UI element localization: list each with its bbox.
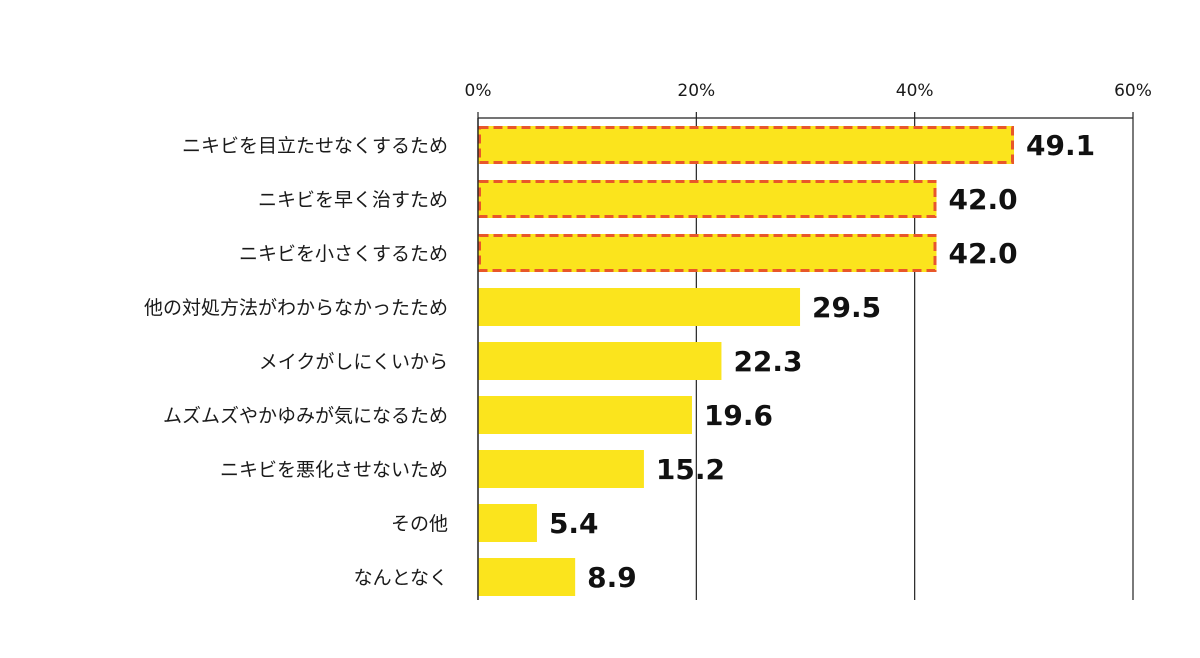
bar — [478, 180, 937, 218]
bar — [478, 288, 801, 326]
category-label: ムズムズやかゆみが気になるため — [163, 405, 448, 427]
data-label: 19.6 — [704, 399, 773, 432]
category-label: その他 — [391, 513, 448, 535]
bar — [478, 504, 537, 542]
data-label: 5.4 — [549, 507, 599, 540]
value-labels: 49.142.042.029.522.319.615.25.48.9 — [549, 129, 1095, 594]
category-label: ニキビを小さくするため — [239, 243, 448, 265]
x-tick-labels: 0% 20% 40% 60% — [465, 81, 1152, 101]
bar-highlight-outline — [478, 126, 1015, 164]
x-tick-label: 60% — [1114, 81, 1152, 101]
x-tick-label: 0% — [465, 81, 492, 101]
bar — [478, 450, 644, 488]
x-tick-label: 40% — [896, 81, 934, 101]
category-label: なんとなく — [354, 567, 448, 589]
category-label: メイクがしにくいから — [259, 351, 448, 373]
data-label: 29.5 — [812, 291, 881, 324]
data-label: 22.3 — [733, 345, 802, 378]
category-label: ニキビを悪化させないため — [220, 459, 448, 481]
data-label: 8.9 — [587, 561, 637, 594]
category-label: ニキビを目立たせなくするため — [182, 135, 448, 157]
data-label: 15.2 — [656, 453, 725, 486]
data-label: 42.0 — [949, 183, 1018, 216]
bar — [478, 126, 1015, 164]
x-tick-label: 20% — [677, 81, 715, 101]
bar-highlight-outline — [478, 234, 937, 272]
bar — [478, 234, 937, 272]
data-label: 49.1 — [1026, 129, 1095, 162]
data-label: 42.0 — [949, 237, 1018, 270]
bars — [477, 118, 1015, 600]
category-label: ニキビを早く治すため — [258, 189, 448, 211]
category-labels: ニキビを目立たせなくするためニキビを早く治すためニキビを小さくするため他の対処方… — [144, 135, 448, 589]
bar — [478, 396, 692, 434]
bar-highlight-outline — [478, 180, 937, 218]
bar — [478, 558, 576, 596]
category-label: 他の対処方法がわからなかったため — [144, 297, 448, 319]
bar — [478, 342, 722, 380]
